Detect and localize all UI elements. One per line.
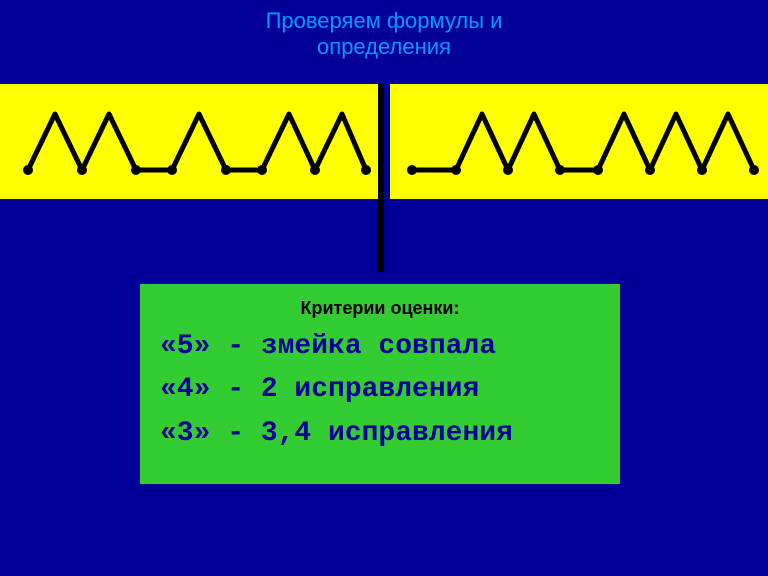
title-line-1: Проверяем формулы и (266, 8, 503, 33)
zigzag-panels (0, 84, 768, 199)
vertical-divider (378, 84, 384, 272)
zigzag-right (390, 84, 768, 199)
criteria-box: Критерии оценки: «5» - змейка совпала «4… (140, 284, 620, 484)
title-line-2: определения (317, 34, 451, 59)
page-title: Проверяем формулы и определения (0, 8, 768, 61)
zigzag-panel-left (0, 84, 378, 199)
criteria-line-3: «3» - 3,4 исправления (160, 412, 600, 455)
zigzag-left (0, 84, 378, 199)
zigzag-panel-right (390, 84, 768, 199)
criteria-line-2: «4» - 2 исправления (160, 368, 600, 411)
criteria-line-1: «5» - змейка совпала (160, 325, 600, 368)
criteria-title: Критерии оценки: (160, 298, 600, 319)
